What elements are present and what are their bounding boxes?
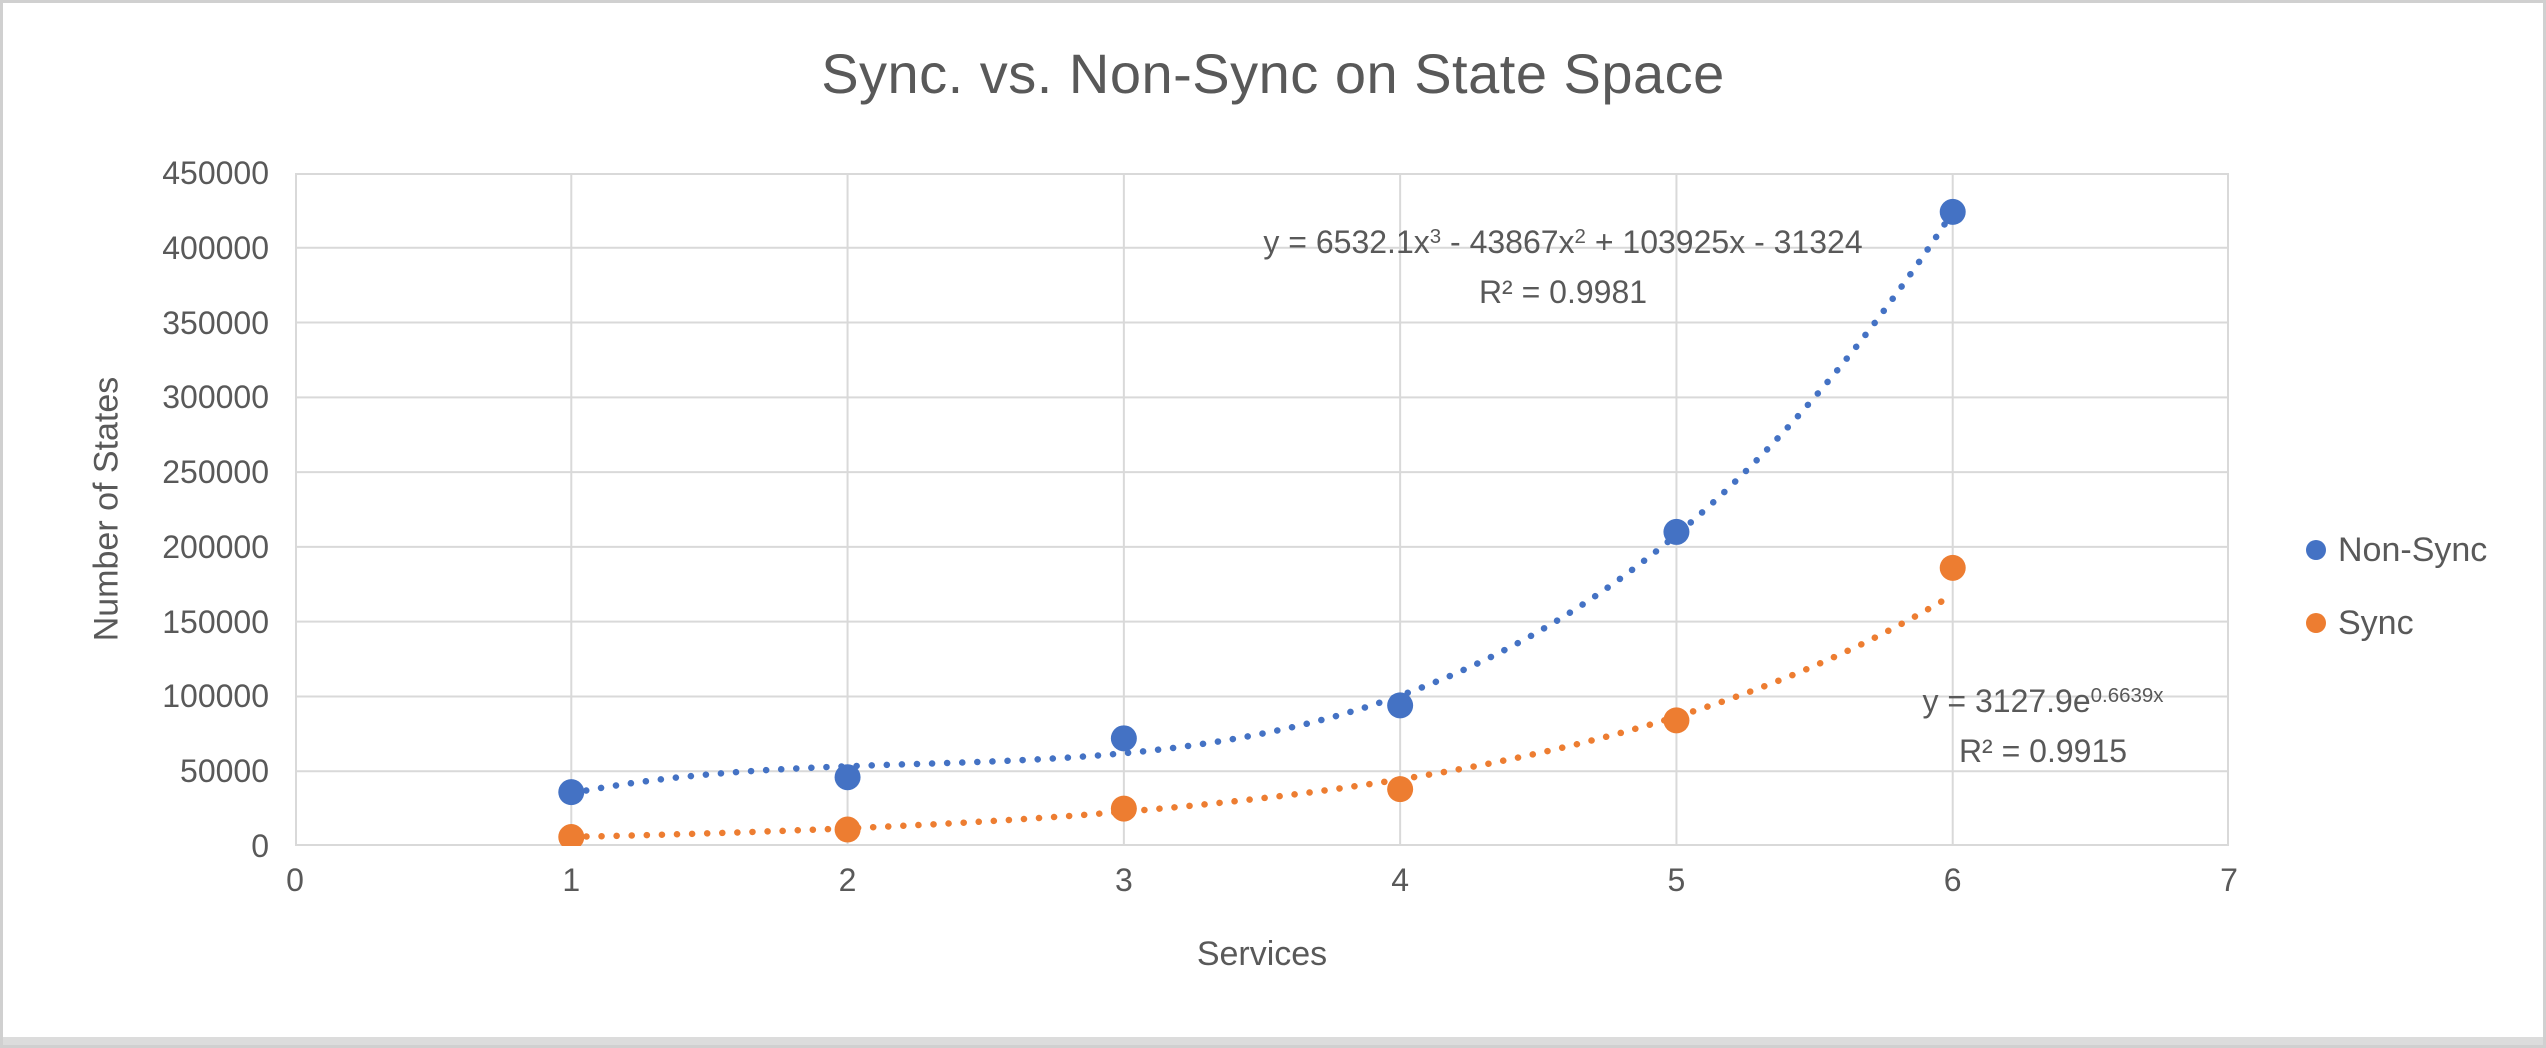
y-tick-label: 400000 <box>162 229 269 266</box>
x-tick-label: 3 <box>1114 862 1133 898</box>
legend-label-sync: Sync <box>2338 603 2414 642</box>
y-tick-label: 150000 <box>162 603 269 640</box>
x-tick-label: 7 <box>2220 862 2238 898</box>
data-point-sync <box>1939 554 1966 581</box>
legend-item-sync: Sync <box>2306 603 2487 643</box>
trendline-r2-nonsync: R² = 0.9981 <box>1478 274 1648 310</box>
x-tick-label: 2 <box>838 862 857 898</box>
plot-grid-and-series <box>295 173 2229 846</box>
y-tick-label: 200000 <box>162 528 269 565</box>
x-tick-label: 1 <box>562 862 581 898</box>
data-point-sync <box>558 824 585 846</box>
data-point-non-sync <box>1663 518 1690 545</box>
trendline-label-nonsync: y = 6532.1x3 - 43867x2 + 103925x - 31324… <box>1263 217 1862 317</box>
data-point-sync <box>1387 776 1414 803</box>
trendline-r2-sync: R² = 0.9915 <box>1958 733 2128 769</box>
legend-item-nonsync: Non-Sync <box>2306 530 2487 570</box>
y-tick-label: 0 <box>251 828 269 864</box>
y-axis-title: Number of States <box>87 376 126 642</box>
y-tick-label: 100000 <box>162 678 269 715</box>
legend-marker-sync-icon <box>2306 613 2326 633</box>
y-tick-label: 350000 <box>162 304 269 341</box>
data-point-non-sync <box>1110 725 1137 752</box>
x-tick-label: 5 <box>1667 862 1686 898</box>
x-axis-title: Services <box>1196 935 1328 973</box>
legend: Non-Sync Sync <box>2306 530 2487 643</box>
y-tick-label: 300000 <box>162 379 269 416</box>
legend-label-nonsync: Non-Sync <box>2338 530 2488 569</box>
data-point-sync <box>1110 795 1137 822</box>
trendline-label-sync: y = 3127.9e0.6639x R² = 0.9915 <box>1923 676 2164 776</box>
x-tick-label: 4 <box>1391 862 1410 898</box>
x-tick-label: 6 <box>1943 862 1962 898</box>
data-point-non-sync <box>1939 198 1966 225</box>
trendline-equation-nonsync: y = 6532.1x3 - 43867x2 + 103925x - 31324 <box>1263 224 1863 260</box>
data-point-non-sync <box>1387 692 1414 719</box>
plot-border <box>295 173 2229 846</box>
data-point-non-sync <box>834 764 861 791</box>
trendline-equation-sync: y = 3127.9e0.6639x <box>1922 683 2164 719</box>
y-tick-label: 250000 <box>162 454 269 491</box>
chart-title: Sync. vs. Non-Sync on State Space <box>821 42 1725 105</box>
y-tick-label: 50000 <box>180 753 269 790</box>
y-tick-label: 450000 <box>162 155 269 191</box>
trendline-non-sync <box>568 208 1956 797</box>
data-point-sync <box>1663 707 1690 734</box>
legend-marker-nonsync-icon <box>2306 540 2326 560</box>
plot-area: y = 6532.1x3 - 43867x2 + 103925x - 31324… <box>295 173 2229 846</box>
data-point-non-sync <box>558 779 585 806</box>
trendline-sync <box>568 591 1956 841</box>
data-point-sync <box>834 816 861 843</box>
x-tick-label: 0 <box>286 862 304 898</box>
screenshot-bottom-edge <box>3 1037 2543 1045</box>
